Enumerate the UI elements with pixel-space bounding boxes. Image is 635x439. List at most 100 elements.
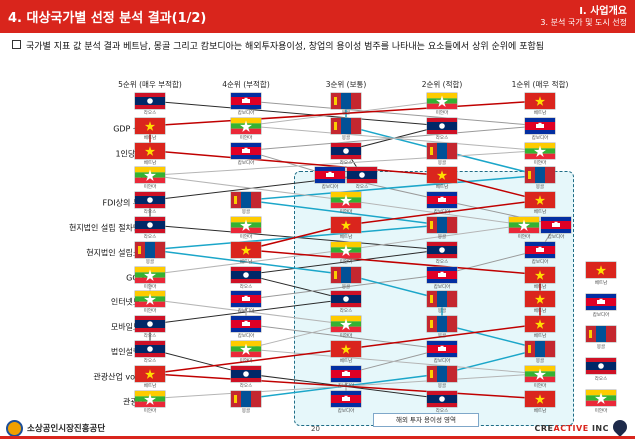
laos-flag xyxy=(231,266,261,283)
flag-name: 미얀마 xyxy=(143,408,157,414)
laos-flag xyxy=(135,316,165,333)
myanmar-flag xyxy=(135,167,165,184)
flag-name: 라오스 xyxy=(239,284,253,290)
laos-connector-line xyxy=(149,348,247,375)
flag-name: 캄보디아 xyxy=(337,408,355,414)
myanmar-connector-line xyxy=(345,224,525,251)
legend-flag-name: 몽골 xyxy=(596,345,606,350)
vietnam-connector-line xyxy=(245,249,541,276)
flag-name: 미얀마 xyxy=(517,235,531,240)
flag-name: 베트남 xyxy=(339,235,353,240)
mongolia-flag xyxy=(331,93,361,109)
flag-name: 캄보디아 xyxy=(321,185,339,191)
laos-connector-line xyxy=(245,274,347,300)
myanmar-connector-line xyxy=(149,174,347,201)
vietnam-flag xyxy=(135,142,165,159)
flag-name: 미얀마 xyxy=(339,334,353,340)
flag-name: 라오스 xyxy=(339,160,353,166)
subsection-title: 3. 분석 국가 및 도시 선정 xyxy=(540,18,627,27)
cambodia-connector-line xyxy=(441,249,541,276)
vietnam-connector-line xyxy=(441,174,541,201)
footer-line xyxy=(0,436,635,439)
laos-flag xyxy=(135,217,165,233)
vietnam-connector-line xyxy=(149,100,541,127)
flag-name: 캄보디아 xyxy=(237,309,255,315)
flag-name: 몽골 xyxy=(437,383,447,389)
cambodia-flag xyxy=(331,365,361,382)
flag-name: 캄보디아 xyxy=(237,160,255,166)
myanmar-flag xyxy=(135,266,165,283)
myanmar-flag xyxy=(525,365,555,382)
flag-name: 캄보디아 xyxy=(433,210,451,216)
cambodia-connector-line xyxy=(245,323,443,350)
flag-name: 몽골 xyxy=(341,284,351,290)
flag-name: 라오스 xyxy=(339,309,353,315)
mongolia-connector-line xyxy=(441,149,541,177)
flag-name: 미얀마 xyxy=(533,160,547,166)
mongolia-flag xyxy=(331,266,361,283)
flag-name: 캄보디아 xyxy=(433,359,451,364)
flag-name: 베트남 xyxy=(533,111,547,116)
laos-flag xyxy=(427,241,457,258)
page-title: 4. 대상국가별 선정 분석 결과(1/2) xyxy=(8,11,207,26)
flag-name: 몽골 xyxy=(535,359,545,364)
vietnam-flag xyxy=(525,291,555,308)
vietnam-flag xyxy=(331,341,361,357)
laos-flag xyxy=(331,142,361,159)
flag-name: 라오스 xyxy=(435,135,449,141)
laos-flag xyxy=(231,365,261,382)
mongolia-flag xyxy=(331,117,361,134)
laos-flag xyxy=(135,192,165,209)
flag-name: 캄보디아 xyxy=(337,383,355,389)
footer-logo-left: 소상공인시장진흥공단 xyxy=(6,420,105,437)
laos-flag xyxy=(427,390,457,407)
flag-name: 몽골 xyxy=(437,235,447,240)
myanmar-connector-line xyxy=(149,249,347,276)
flag-name: 라오스 xyxy=(435,408,449,414)
flag-name: 미얀마 xyxy=(435,111,449,116)
legend-laos-flag xyxy=(586,358,616,374)
myanmar-flag xyxy=(331,192,361,209)
flag-name: 베트남 xyxy=(533,408,547,414)
flag-name: 캄보디아 xyxy=(531,135,549,141)
flag-name: 베트남 xyxy=(239,259,253,265)
flag-name: 몽골 xyxy=(341,135,351,141)
myanmar-flag xyxy=(509,217,539,233)
section-title: I. 사업개요 xyxy=(579,6,627,17)
cambodia-flag xyxy=(427,341,457,357)
laos-flag xyxy=(331,291,361,308)
bullet-icon xyxy=(12,40,21,49)
legend-mongolia-flag xyxy=(586,326,616,342)
vietnam-flag xyxy=(525,316,555,333)
flag-name: 캄보디아 xyxy=(531,259,549,265)
mongolia-flag xyxy=(525,341,555,357)
myanmar-flag xyxy=(135,390,165,407)
cambodia-flag xyxy=(231,142,261,159)
vietnam-flag xyxy=(135,117,165,134)
vietnam-connector-line xyxy=(245,224,347,251)
myanmar-flag xyxy=(135,291,165,308)
row-label: 법인설립건수 xyxy=(110,347,155,357)
legend-flag-name: 베트남 xyxy=(594,281,608,286)
mongolia-flag xyxy=(135,241,165,258)
flag-name: 캄보디아 xyxy=(547,235,565,240)
cambodia-flag xyxy=(427,266,457,283)
column-header: 2순위 (적합) xyxy=(421,80,463,89)
description-text: 국가별 지표 값 분석 결과 베트남, 몽골 그리고 캄보디아는 해외투자용이성… xyxy=(26,42,545,52)
row-label: 인터넷보급률 xyxy=(110,297,155,307)
laos-flag xyxy=(347,167,377,184)
mongolia-connector-line xyxy=(345,273,443,301)
mongolia-connector-line xyxy=(245,199,443,226)
cambodia-flag xyxy=(427,192,457,209)
cambodia-flag xyxy=(525,117,555,134)
vietnam-flag xyxy=(331,217,361,233)
mongolia-connector-line xyxy=(441,348,541,375)
flag-name: 미얀마 xyxy=(239,235,253,240)
myanmar-connector-line xyxy=(345,199,525,226)
column-header: 5순위 (매우 부적합) xyxy=(118,80,182,89)
myanmar-flag xyxy=(525,142,555,159)
legend-flag-name: 미얀마 xyxy=(594,409,608,414)
mongolia-flag xyxy=(231,390,261,407)
flag-name: 베트남 xyxy=(143,160,157,166)
